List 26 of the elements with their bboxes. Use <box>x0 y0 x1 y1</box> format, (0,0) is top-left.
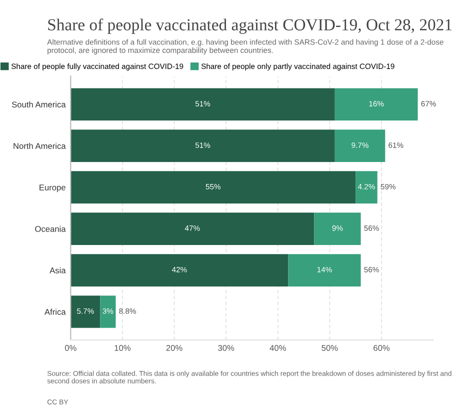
bar <box>70 296 100 328</box>
bar <box>70 254 288 286</box>
y-tick-label: Asia <box>50 267 66 274</box>
x-tick-label: 60% <box>374 344 390 351</box>
x-tick-label: 20% <box>166 344 182 351</box>
bar <box>356 171 378 204</box>
y-tick-label: South America <box>12 101 66 108</box>
x-tick-label: 0% <box>64 344 76 351</box>
x-tick-label: 50% <box>322 344 338 351</box>
bar <box>288 254 361 286</box>
x-tick-label: 30% <box>218 344 234 351</box>
bar <box>70 130 335 162</box>
y-tick-label: Europe <box>40 184 66 192</box>
bar <box>314 212 361 245</box>
bar <box>334 88 418 121</box>
bar <box>334 130 386 162</box>
chart-title: Share of people vaccinated against COVID-19, Oct 28, 2021 <box>48 18 452 34</box>
x-tick-label: 40% <box>270 344 286 351</box>
bar <box>70 88 335 121</box>
y-tick-label: Oceania <box>35 226 66 232</box>
y-tick-label: Africa <box>44 308 66 315</box>
y-tick-label: North America <box>14 142 66 149</box>
bar <box>70 212 314 245</box>
bar <box>70 171 356 204</box>
bar <box>100 296 116 328</box>
x-tick-label: 10% <box>114 344 131 351</box>
